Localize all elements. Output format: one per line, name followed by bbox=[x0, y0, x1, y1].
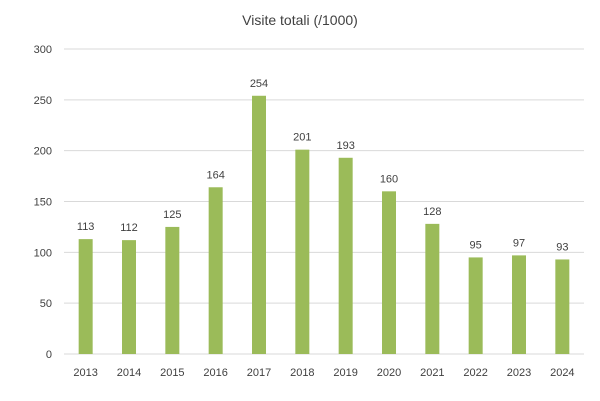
bar-2022 bbox=[468, 257, 483, 354]
data-label-2022: 95 bbox=[470, 239, 482, 251]
y-tick-label: 200 bbox=[34, 146, 52, 158]
data-label-2014: 112 bbox=[120, 222, 138, 234]
data-label-2016: 164 bbox=[206, 169, 224, 181]
x-tick-label-2018: 2018 bbox=[290, 367, 314, 379]
data-label-2017: 254 bbox=[250, 78, 268, 90]
bar-2017 bbox=[252, 95, 266, 355]
y-tick-label: 0 bbox=[46, 349, 52, 361]
bars bbox=[78, 95, 570, 355]
y-tick-label: 100 bbox=[34, 247, 52, 259]
data-label-2018: 201 bbox=[293, 132, 311, 144]
data-label-2019: 193 bbox=[336, 140, 354, 152]
data-label-2013: 113 bbox=[77, 221, 95, 233]
x-tick-label-2017: 2017 bbox=[247, 367, 271, 379]
x-tick-label-2020: 2020 bbox=[377, 367, 401, 379]
data-label-2024: 93 bbox=[556, 241, 568, 253]
x-tick-label-2023: 2023 bbox=[507, 367, 531, 379]
bar-2020 bbox=[382, 191, 396, 354]
bar-2014 bbox=[122, 240, 136, 354]
x-tick-label-2016: 2016 bbox=[203, 367, 227, 379]
y-tick-label: 150 bbox=[34, 197, 52, 209]
bar-2013 bbox=[78, 239, 93, 354]
bar-2018 bbox=[295, 149, 310, 354]
data-label-2023: 97 bbox=[513, 237, 525, 249]
gridlines bbox=[64, 48, 584, 355]
x-tick-label-2013: 2013 bbox=[73, 367, 97, 379]
data-label-2020: 160 bbox=[380, 173, 398, 185]
y-axis-tick-labels: 0 50 100 150 200 250 300 bbox=[34, 44, 52, 361]
bar-2024 bbox=[555, 259, 570, 354]
bar-2019 bbox=[338, 157, 353, 354]
data-label-2015: 125 bbox=[163, 209, 181, 221]
y-tick-label: 300 bbox=[34, 44, 52, 56]
chart-title: Visite totali (/1000) bbox=[242, 12, 358, 28]
data-label-2021: 128 bbox=[423, 206, 441, 218]
x-tick-label-2021: 2021 bbox=[420, 367, 444, 379]
x-tick-label-2015: 2015 bbox=[160, 367, 184, 379]
x-axis-tick-labels: 2013 2014 2015 2016 2017 2018 2019 2020 2021 2022… bbox=[73, 367, 574, 379]
bar-2021 bbox=[425, 223, 440, 354]
bar-2023 bbox=[512, 255, 526, 354]
y-tick-label: 250 bbox=[34, 95, 52, 107]
bar-2015 bbox=[165, 226, 180, 354]
x-tick-label-2014: 2014 bbox=[117, 367, 141, 379]
x-tick-label-2024: 2024 bbox=[550, 367, 574, 379]
x-tick-label-2019: 2019 bbox=[333, 367, 357, 379]
y-tick-label: 50 bbox=[40, 298, 52, 310]
x-tick-label-2022: 2022 bbox=[463, 367, 487, 379]
bar-2016 bbox=[208, 187, 223, 354]
data-labels: 113 112 125 164 254 201 193 160 128 95 97 93 bbox=[77, 78, 569, 254]
